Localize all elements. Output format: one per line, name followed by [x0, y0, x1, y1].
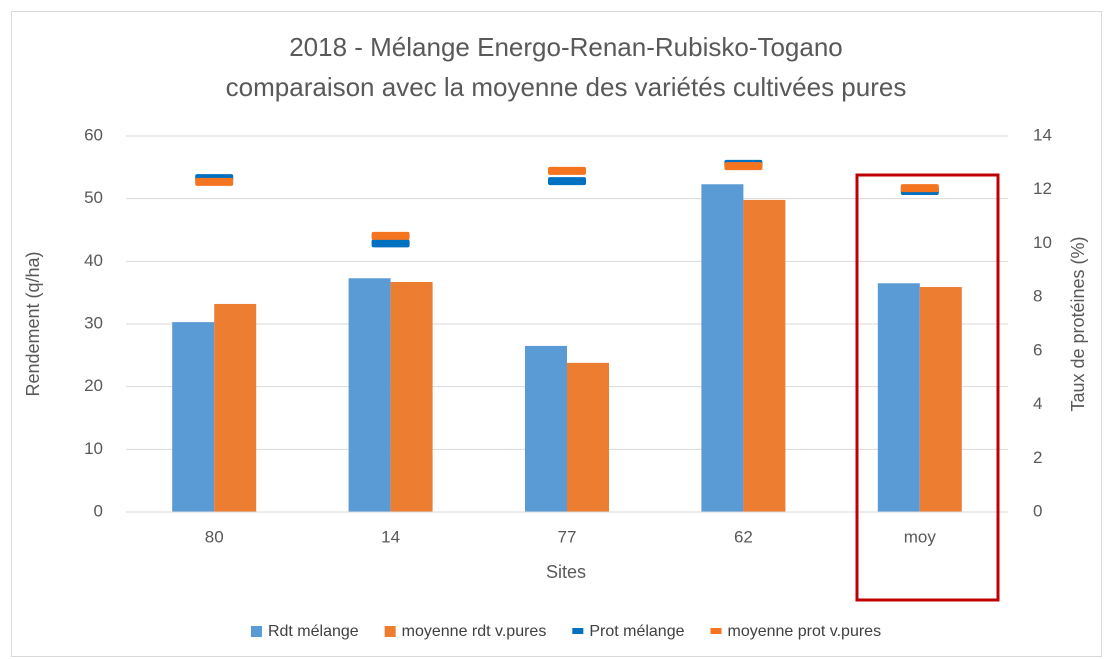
- bar: [701, 184, 744, 512]
- bar: [525, 345, 567, 512]
- y-tick-label: 50: [84, 188, 103, 207]
- plot-area: 0 10 20 30 40 50 60 0 2 4 6 8 10 12 14 80 14 77 62 moy Rdt m…: [84, 125, 1052, 640]
- marker: [195, 177, 234, 186]
- y-tick-label: 20: [84, 376, 103, 395]
- legend-label: moyenne rdt v.pures: [402, 623, 547, 640]
- chart-title: 2018 - Mélange Energo-Renan-Rubisko-Toga…: [289, 32, 843, 62]
- legend-swatch: [250, 626, 262, 637]
- highlight-box: [855, 173, 1000, 602]
- legend: Rdt mélange moyenne rdt v.pures Prot mélan…: [250, 623, 882, 640]
- legend-label: Prot mélange: [589, 623, 684, 640]
- y2-tick-label: 8: [1033, 287, 1042, 306]
- marker: [724, 162, 763, 171]
- y-tick-label: 40: [84, 251, 103, 270]
- y2-tick-label: 12: [1033, 179, 1052, 198]
- y2-axis-label: Taux de protéines (%): [1068, 236, 1088, 411]
- x-axis-label: Sites: [546, 562, 586, 582]
- marker: [548, 177, 586, 186]
- y-axis-label: Rendement (q/ha): [23, 251, 43, 396]
- legend-label: moyenne prot v.pures: [728, 623, 882, 640]
- y2-tick-label: 4: [1033, 394, 1042, 413]
- marker: [548, 166, 586, 175]
- bar: [348, 278, 391, 512]
- y2-tick-label: 6: [1033, 340, 1042, 359]
- y2-tick-label: 10: [1033, 233, 1052, 252]
- y2-tick-label: 2: [1033, 448, 1042, 467]
- legend-swatch: [384, 626, 396, 637]
- legend-label: Rdt mélange: [268, 623, 359, 640]
- bar: [877, 283, 920, 512]
- chart-subtitle: comparaison avec la moyenne des variétés…: [226, 72, 907, 102]
- marker: [371, 239, 410, 248]
- y2-tick-label: 14: [1033, 125, 1052, 144]
- legend-swatch: [710, 628, 722, 634]
- x-tick-label: 80: [205, 527, 224, 546]
- x-tick-label: 14: [381, 527, 400, 546]
- bar: [172, 322, 215, 512]
- y2-tick-label: 0: [1033, 501, 1042, 520]
- x-tick-label: 77: [558, 527, 577, 546]
- bar: [390, 282, 433, 512]
- y-tick-label: 10: [84, 439, 103, 458]
- y-tick-label: 30: [84, 313, 103, 332]
- y-tick-label: 60: [84, 125, 103, 144]
- x-tick-label: 62: [734, 527, 753, 546]
- marker: [371, 231, 410, 240]
- legend-swatch: [572, 628, 584, 634]
- marker: [900, 184, 939, 193]
- bar: [743, 199, 786, 513]
- bar: [567, 362, 609, 512]
- y-tick-label: 0: [94, 501, 103, 520]
- bar: [214, 303, 257, 512]
- x-tick-label: moy: [904, 527, 937, 546]
- bar: [919, 287, 962, 512]
